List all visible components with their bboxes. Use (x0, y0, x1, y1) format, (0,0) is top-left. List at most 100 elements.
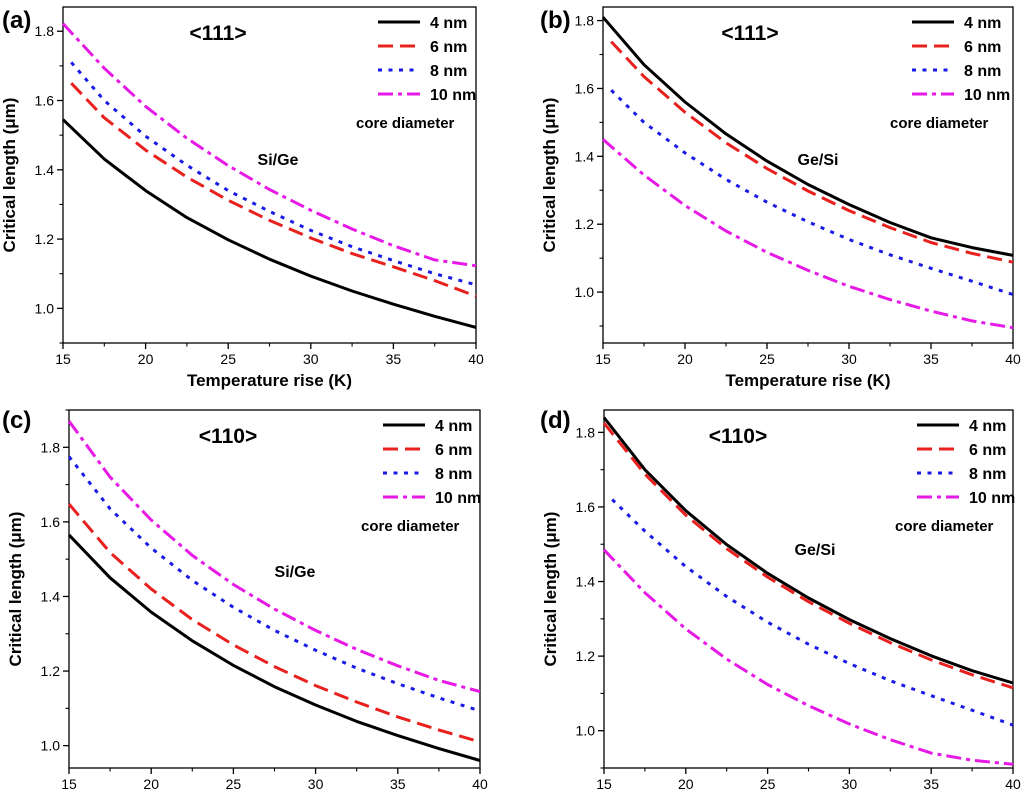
y-tick-label: 1.2 (41, 663, 61, 679)
legend-label: 8 nm (430, 63, 467, 80)
series-line-8nm (611, 498, 1014, 727)
y-tick-label: 1.6 (576, 499, 596, 515)
crystal-direction-label: <111> (721, 22, 778, 45)
x-tick-label: 15 (55, 351, 71, 367)
y-tick-label: 1.2 (575, 216, 595, 232)
legend-label: 10 nm (969, 490, 1015, 507)
y-tick-label: 1.6 (41, 514, 61, 530)
material-annotation: Ge/Si (795, 542, 836, 559)
x-tick-label: 25 (220, 351, 236, 367)
x-tick-label: 30 (841, 351, 857, 367)
legend-label: 8 nm (969, 466, 1006, 483)
material-annotation: Si/Ge (258, 152, 299, 169)
x-tick-label: 15 (595, 351, 611, 367)
x-axis-title: Temperature rise (K) (725, 371, 890, 390)
x-tick-label: 20 (677, 351, 693, 367)
x-tick-label: 30 (842, 776, 858, 792)
plot-frame (68, 409, 481, 769)
x-tick-label: 30 (303, 351, 319, 367)
legend-note: core diameter (890, 115, 989, 132)
series-line-4nm (61, 118, 477, 329)
y-tick-label: 1.4 (575, 148, 595, 164)
y-tick-label: 1.0 (576, 723, 596, 739)
legend-label: 10 nm (430, 87, 476, 104)
chart-panel-d: 15 20 25 30 35 40 1.0 1.2 1.4 1.6 1.8 Temperature r… (540, 407, 1021, 799)
y-tick-label: 1.0 (575, 284, 595, 300)
x-tick-label: 25 (759, 351, 775, 367)
x-tick-label: 15 (61, 776, 77, 792)
x-tick-label: 35 (923, 776, 939, 792)
panel-label: (c) (2, 407, 31, 434)
plot-frame (602, 6, 1014, 344)
series-line-6nm (70, 82, 477, 298)
x-tick-label: 25 (760, 776, 776, 792)
x-tick-label: 25 (226, 776, 242, 792)
series-line-4nm (67, 533, 481, 762)
panel-label: (d) (540, 407, 571, 434)
x-tick-label: 35 (923, 351, 939, 367)
series-line-10nm (61, 22, 477, 268)
y-tick-label: 1.8 (41, 439, 61, 455)
legend-note: core diameter (895, 518, 994, 535)
legend-note: core diameter (356, 115, 455, 132)
y-tick-label: 1.0 (35, 300, 55, 316)
x-tick-label: 20 (143, 776, 159, 792)
x-tick-label: 20 (138, 351, 154, 367)
chart-panel-b: 15 20 25 30 35 40 1.0 1.2 1.4 1.6 1.8 Temperature r… (540, 6, 1021, 390)
legend-label: 6 nm (964, 39, 1001, 56)
material-annotation: Ge/Si (798, 152, 839, 169)
y-axis-title: Critical length (μm) (541, 512, 560, 667)
x-tick-label: 15 (596, 776, 612, 792)
legend-label: 6 nm (430, 39, 467, 56)
legend-label: 4 nm (435, 418, 472, 435)
series-line-10nm (602, 138, 1014, 330)
crystal-direction-label: <110> (709, 425, 767, 448)
legend-label: 6 nm (969, 442, 1006, 459)
legend-label: 4 nm (969, 418, 1006, 435)
x-tick-label: 20 (678, 776, 694, 792)
series-line-6nm (67, 503, 481, 744)
x-tick-label: 30 (308, 776, 324, 792)
y-axis-title: Critical length (μm) (0, 98, 19, 253)
y-tick-label: 1.4 (35, 162, 55, 178)
legend-label: 8 nm (435, 466, 472, 483)
plot-frame (603, 409, 1014, 769)
legend-label: 8 nm (964, 63, 1001, 80)
series-line-10nm (67, 420, 481, 694)
legend: 4 nm 6 nm 8 nm 10 nm core diameter (356, 15, 476, 132)
x-tick-label: 40 (1005, 776, 1021, 792)
legend-label: 10 nm (964, 87, 1010, 104)
y-tick-label: 1.2 (35, 231, 55, 247)
y-axis-title: Critical length (μm) (6, 512, 25, 667)
y-tick-label: 1.4 (576, 574, 596, 590)
legend-note: core diameter (361, 518, 460, 535)
y-axis-title: Critical length (μm) (540, 98, 559, 253)
y-tick-label: 1.8 (575, 13, 595, 29)
y-tick-label: 1.6 (575, 80, 595, 96)
legend-label: 4 nm (430, 15, 467, 32)
x-tick-label: 35 (386, 351, 402, 367)
x-tick-label: 40 (468, 351, 484, 367)
x-tick-label: 35 (390, 776, 406, 792)
series-line-4nm (601, 16, 1014, 257)
series-line-6nm (610, 40, 1014, 264)
chart-panel-a: 15 20 25 30 35 40 1.0 1.2 1.4 1.6 1.8 Temperature r… (0, 6, 484, 390)
legend: 4 nm 6 nm 8 nm 10 nm core diameter (895, 418, 1015, 535)
x-axis-title: Temperature rise (K) (726, 796, 891, 799)
legend-label: 10 nm (435, 490, 481, 507)
series-line-4nm (602, 416, 1014, 685)
material-annotation: Si/Ge (275, 564, 316, 581)
legend-label: 6 nm (435, 442, 472, 459)
legend: 4 nm 6 nm 8 nm 10 nm core diameter (890, 15, 1010, 132)
crystal-direction-label: <111> (189, 22, 246, 45)
legend-label: 4 nm (964, 15, 1001, 32)
y-tick-label: 1.8 (576, 424, 596, 440)
panel-label: (a) (2, 7, 31, 34)
y-tick-label: 1.0 (41, 738, 61, 754)
series-line-8nm (70, 61, 477, 287)
chart-panel-c: 15 20 25 30 35 40 1.0 1.2 1.4 1.6 1.8 Temperature r… (2, 407, 488, 799)
y-tick-label: 1.4 (41, 588, 61, 604)
y-tick-label: 1.6 (35, 93, 55, 109)
y-tick-label: 1.8 (35, 23, 55, 39)
